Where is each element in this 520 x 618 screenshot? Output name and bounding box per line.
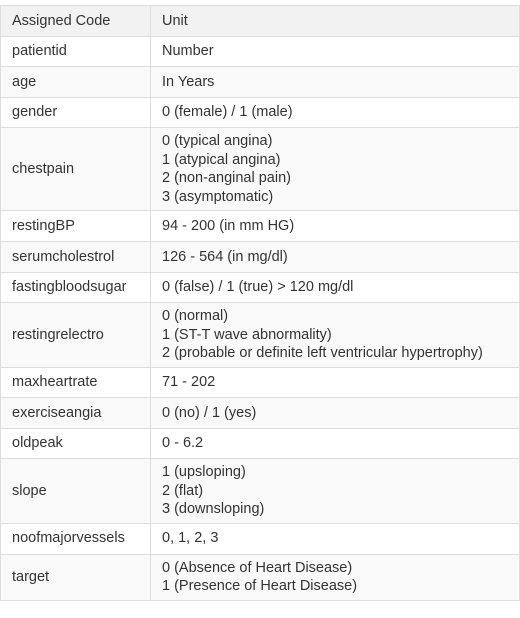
cell-assigned-code: exerciseangia [0,397,151,429]
cell-assigned-code: oldpeak [0,427,151,460]
table-row: restingBP 94 - 200 (in mm HG) [0,210,520,242]
unit-line: 3 (asymptomatic) [162,188,274,205]
unit-line: Number [162,43,214,60]
cell-unit: Number [150,35,520,68]
cell-unit: 71 - 202 [150,366,520,399]
table-row: restingrelectro 0 (normal) 1 (ST-T wave ab… [0,302,520,368]
unit-line: 71 - 202 [162,374,216,391]
table-row: age In Years [0,66,520,98]
unit-line: 0 (female) / 1 (male) [162,104,293,121]
table-row: serumcholestrol 126 - 564 (in mg/dl) [0,240,520,273]
unit-line: 0 (false) / 1 (true) > 120 mg/dl [162,279,354,296]
table-row: slope 1 (upsloping) 2 (flat) 3 (downsloping… [0,458,520,524]
unit-line: 1 (Presence of Heart Disease) [162,578,358,595]
cell-unit: 0 (typical angina) 1 (atypical angina) 2 (… [150,127,520,212]
cell-assigned-code: serumcholestrol [0,240,151,273]
cell-unit: 126 - 564 (in mg/dl) [150,240,520,273]
cell-assigned-code: restingrelectro [0,302,151,368]
table-row: gender 0 (female) / 1 (male) [0,96,520,129]
table-row: fastingbloodsugar 0 (false) / 1 (true) > … [0,271,520,304]
cell-unit: 0, 1, 2, 3 [150,522,520,555]
cell-unit: 0 (false) / 1 (true) > 120 mg/dl [150,271,520,304]
table-row: target 0 (Absence of Heart Disease) 1 (Pre… [0,553,520,601]
cell-unit: 1 (upsloping) 2 (flat) 3 (downsloping) [150,458,520,524]
unit-line: 94 - 200 (in mm HG) [162,217,295,234]
header-unit: Unit [150,5,520,37]
unit-line: 1 (atypical angina) [162,151,281,168]
unit-line: 3 (downsloping) [162,501,265,518]
unit-line: 0, 1, 2, 3 [162,530,219,547]
cell-assigned-code: maxheartrate [0,366,151,399]
unit-line: 2 (flat) [162,482,204,499]
unit-line: 2 (probable or definite left ventricular… [162,345,483,362]
unit-line: 0 (no) / 1 (yes) [162,404,257,421]
table-row: oldpeak 0 - 6.2 [0,427,520,460]
table-row: exerciseangia 0 (no) / 1 (yes) [0,397,520,429]
table-row: patientid Number [0,35,520,68]
unit-line: 1 (upsloping) [162,464,246,481]
cell-assigned-code: slope [0,458,151,524]
unit-line: 2 (non-anginal pain) [162,170,291,187]
cell-assigned-code: fastingbloodsugar [0,271,151,304]
cell-unit: 0 (no) / 1 (yes) [150,397,520,429]
table-header-row: Assigned Code Unit [0,5,520,37]
unit-line: 0 (Absence of Heart Disease) [162,559,353,576]
header-assigned-code: Assigned Code [0,5,151,37]
cell-unit: 0 (Absence of Heart Disease) 1 (Presence … [150,553,520,601]
table-row: chestpain 0 (typical angina) 1 (atypical a… [0,127,520,212]
cell-assigned-code: age [0,66,151,98]
cell-assigned-code: target [0,553,151,601]
cell-assigned-code: patientid [0,35,151,68]
cell-assigned-code: noofmajorvessels [0,522,151,555]
unit-line: 0 (typical angina) [162,133,273,150]
unit-line: 0 (normal) [162,308,229,325]
cell-unit: 0 (normal) 1 (ST-T wave abnormality) 2 (pr… [150,302,520,368]
cell-unit: In Years [150,66,520,98]
table-body: patientid Number age In Years gender 0 (femal… [0,35,520,601]
cell-unit: 0 - 6.2 [150,427,520,460]
cell-assigned-code: chestpain [0,127,151,212]
table-row: maxheartrate 71 - 202 [0,366,520,399]
attribute-table: Assigned Code Unit patientid Number age In … [0,5,520,601]
cell-assigned-code: gender [0,96,151,129]
unit-line: In Years [162,73,215,90]
table-row: noofmajorvessels 0, 1, 2, 3 [0,522,520,555]
unit-line: 126 - 564 (in mg/dl) [162,248,288,265]
cell-unit: 94 - 200 (in mm HG) [150,210,520,242]
cell-assigned-code: restingBP [0,210,151,242]
unit-line: 1 (ST-T wave abnormality) [162,326,332,343]
unit-line: 0 - 6.2 [162,435,204,452]
cell-unit: 0 (female) / 1 (male) [150,96,520,129]
